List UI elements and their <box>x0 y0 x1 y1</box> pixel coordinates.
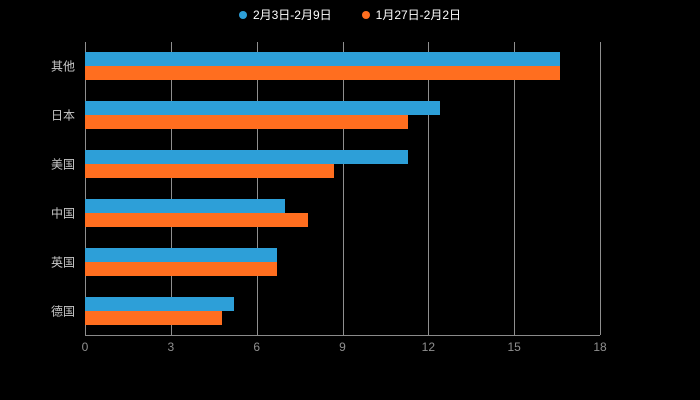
category-label: 美国 <box>50 157 75 172</box>
gridline <box>428 42 430 335</box>
gridline <box>514 42 516 335</box>
bar <box>85 247 277 262</box>
category-row: 日本 <box>51 91 600 140</box>
x-tick-label: 9 <box>339 340 346 354</box>
legend: 2月3日-2月9日 1月27日-2月2日 <box>0 6 700 23</box>
category-label: 英国 <box>50 255 75 270</box>
plot-area: 其他日本美国中国英国德国 <box>51 42 601 336</box>
bar <box>85 66 560 81</box>
category-row: 美国 <box>51 140 600 189</box>
gridline <box>256 42 258 335</box>
bar <box>85 310 223 325</box>
x-tick-label: 12 <box>421 340 436 354</box>
bar <box>85 212 309 227</box>
category-row: 德国 <box>51 286 600 335</box>
legend-marker-orange-icon <box>361 10 370 19</box>
category-label: 日本 <box>50 108 75 123</box>
legend-label: 2月3日-2月9日 <box>252 8 332 22</box>
bar <box>85 164 334 179</box>
gridline <box>170 42 172 335</box>
category-row: 其他 <box>51 42 600 91</box>
category-row: 英国 <box>51 237 600 286</box>
gridline <box>85 42 86 335</box>
legend-label: 1月27日-2月2日 <box>375 8 462 22</box>
gridline <box>600 42 601 335</box>
bar <box>85 261 277 276</box>
x-tick-label: 3 <box>167 340 175 354</box>
x-tick-label: 0 <box>81 340 89 354</box>
x-axis: 0 3 6 9 12 15 18 <box>81 340 607 356</box>
bar <box>85 198 286 213</box>
legend-item-week-feb3-feb9[interactable]: 2月3日-2月9日 <box>238 6 332 23</box>
category-label: 德国 <box>50 304 75 319</box>
bar <box>85 150 409 165</box>
category-row: 中国 <box>51 188 600 237</box>
gridline <box>342 42 344 335</box>
bar <box>85 296 234 311</box>
bar <box>85 101 440 116</box>
category-label: 其他 <box>50 59 75 74</box>
legend-marker-blue-icon <box>238 10 247 19</box>
bar <box>85 52 560 67</box>
x-tick-label: 15 <box>507 340 521 354</box>
category-label: 中国 <box>50 206 75 221</box>
x-tick-label: 6 <box>253 340 260 354</box>
legend-item-week-jan27-feb2[interactable]: 1月27日-2月2日 <box>361 6 462 23</box>
x-tick-label: 18 <box>593 340 607 354</box>
bar <box>85 115 409 130</box>
